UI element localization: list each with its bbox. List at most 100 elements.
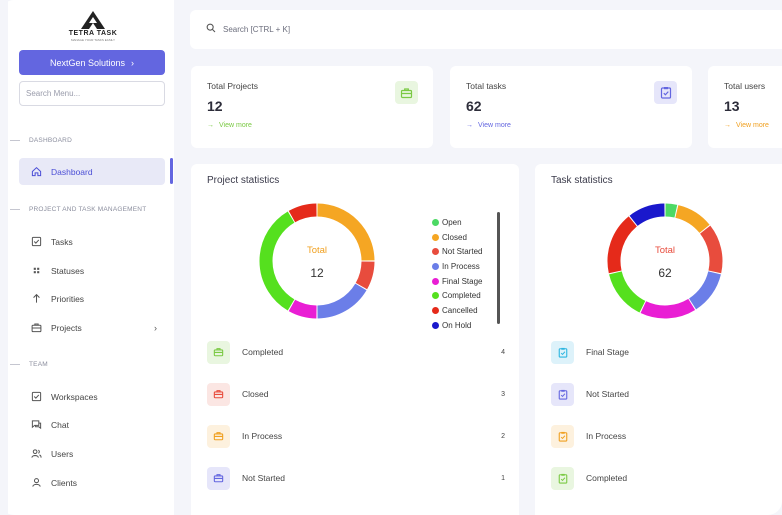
briefcase-icon	[207, 424, 230, 448]
list-item[interactable]: Completed	[551, 466, 782, 490]
brand-logo[interactable]: TETRA TASK MANAGE YOUR TASKS EASILY	[68, 10, 118, 42]
donut-total-label: Total	[654, 245, 676, 256]
list-item[interactable]: Final Stage	[551, 340, 782, 364]
sidebar-item-statuses[interactable]: Statuses	[19, 257, 165, 284]
legend-swatch	[432, 248, 439, 256]
donut-slice-final-stage[interactable]	[288, 299, 317, 319]
sidebar-item-dashboard[interactable]: Dashboard	[19, 158, 165, 185]
briefcase-icon	[395, 81, 418, 104]
view-more-link[interactable]: → View more	[466, 122, 511, 129]
briefcase-icon	[30, 322, 42, 334]
sidebar-item-users[interactable]: Users	[19, 440, 165, 467]
legend-label: Completed	[442, 291, 481, 301]
org-switch-label: NextGen Solutions	[49, 57, 126, 68]
list-item[interactable]: In Process 2	[207, 424, 507, 448]
row-label: Completed	[586, 473, 628, 483]
donut-slice-not-started[interactable]	[699, 225, 723, 274]
legend-item[interactable]: Not Started	[432, 244, 482, 259]
legend-item[interactable]: Final Stage	[432, 274, 482, 289]
donut-slice-in-process[interactable]	[317, 283, 367, 319]
task-statistics-panel: Task statistics Total 62 Final Stage Not…	[535, 164, 782, 515]
list-item[interactable]: Not Started 1	[207, 466, 507, 490]
legend-label: Final Stage	[442, 276, 483, 286]
donut-slice-closed[interactable]	[675, 205, 710, 234]
panel-title: Task statistics	[551, 175, 613, 186]
legend-swatch	[432, 218, 439, 226]
donut-slice-not-started[interactable]	[355, 261, 375, 290]
row-label: Not Started	[242, 473, 285, 483]
row-label: Closed	[242, 389, 269, 399]
legend-label: In Process	[442, 261, 480, 271]
clipboard-icon	[551, 382, 574, 406]
legend-item[interactable]: On Hold	[432, 318, 482, 333]
row-label: In Process	[242, 431, 283, 441]
donut-slice-completed[interactable]	[259, 211, 295, 311]
sidebar-item-label: Tasks	[51, 236, 73, 247]
donut-total-label: Total	[306, 245, 328, 256]
briefcase-icon	[207, 340, 230, 364]
org-switch-button[interactable]: NextGen Solutions ›	[19, 50, 165, 75]
global-search-input[interactable]: Search [CTRL + K]	[190, 10, 782, 49]
sidebar-item-label: Workspaces	[51, 391, 98, 402]
donut-slice-completed[interactable]	[609, 271, 646, 313]
sidebar-item-label: Chat	[51, 419, 69, 430]
list-item[interactable]: Completed 4	[207, 340, 507, 364]
chat-icon	[30, 419, 42, 431]
stat-value: 13	[724, 98, 740, 114]
donut-slice-cancelled[interactable]	[607, 216, 638, 274]
legend-item[interactable]: Open	[432, 215, 482, 230]
legend-item[interactable]: Cancelled	[432, 303, 482, 318]
list-item[interactable]: Not Started	[551, 382, 782, 406]
legend-label: Closed	[442, 232, 467, 242]
sidebar-item-chat[interactable]: Chat	[19, 411, 165, 438]
sidebar-item-label: Statuses	[51, 265, 85, 276]
legend-label: Cancelled	[442, 305, 478, 315]
legend-item[interactable]: Closed	[432, 230, 482, 245]
clipboard-icon	[654, 81, 677, 104]
donut-slice-final-stage[interactable]	[640, 298, 696, 319]
stat-value: 62	[466, 98, 482, 114]
legend-item[interactable]: In Process	[432, 259, 482, 274]
task-donut-chart	[607, 203, 723, 319]
sidebar-item-label: Projects	[51, 322, 82, 333]
sidebar-item-priorities[interactable]: Priorities	[19, 285, 165, 312]
users-icon	[30, 448, 42, 460]
legend-swatch	[432, 292, 439, 300]
sidebar-item-label: Clients	[51, 477, 77, 488]
sidebar-item-projects[interactable]: Projects ›	[19, 314, 165, 341]
section-label-project-task: PROJECT AND TASK MANAGEMENT	[10, 206, 146, 213]
project-statistics-panel: Project statistics Total 12 Open Closed No…	[191, 164, 519, 515]
checkbox-icon	[30, 236, 42, 248]
donut-total-value: 62	[658, 266, 672, 280]
view-more-link[interactable]: → View more	[724, 122, 769, 129]
briefcase-icon	[207, 466, 230, 490]
donut-slice-in-process[interactable]	[688, 271, 721, 310]
arrow-right-icon: →	[724, 122, 731, 129]
stat-card-projects: Total Projects 12 → View more	[191, 66, 433, 148]
view-more-link[interactable]: → View more	[207, 122, 252, 129]
arrow-up-icon	[30, 293, 42, 305]
stat-title: Total tasks	[466, 81, 507, 91]
donut-slice-closed[interactable]	[317, 203, 375, 261]
sidebar-item-clients[interactable]: Clients	[19, 469, 165, 496]
row-label: Completed	[242, 347, 284, 357]
list-item[interactable]: Closed 3	[207, 382, 507, 406]
donut-slice-on-hold[interactable]	[629, 203, 665, 227]
legend-scrollbar[interactable]	[497, 212, 500, 324]
donut-slice-open[interactable]	[665, 203, 678, 218]
clipboard-icon	[551, 424, 574, 448]
stat-value: 12	[207, 98, 223, 114]
menu-search-input[interactable]: Search Menu...	[19, 81, 165, 106]
sidebar-item-tasks[interactable]: Tasks	[19, 228, 165, 255]
sidebar-item-workspaces[interactable]: Workspaces	[19, 383, 165, 410]
donut-slice-cancelled[interactable]	[288, 203, 317, 223]
row-count: 4	[501, 348, 505, 356]
sidebar-item-label: Priorities	[51, 293, 85, 304]
sidebar: TETRA TASK MANAGE YOUR TASKS EASILY Next…	[8, 0, 174, 515]
legend-swatch	[432, 277, 439, 285]
legend-item[interactable]: Completed	[432, 288, 482, 303]
stat-card-users: Total users 13 → View more	[708, 66, 782, 148]
legend-swatch	[432, 262, 439, 270]
briefcase-icon	[207, 382, 230, 406]
list-item[interactable]: In Process	[551, 424, 782, 448]
